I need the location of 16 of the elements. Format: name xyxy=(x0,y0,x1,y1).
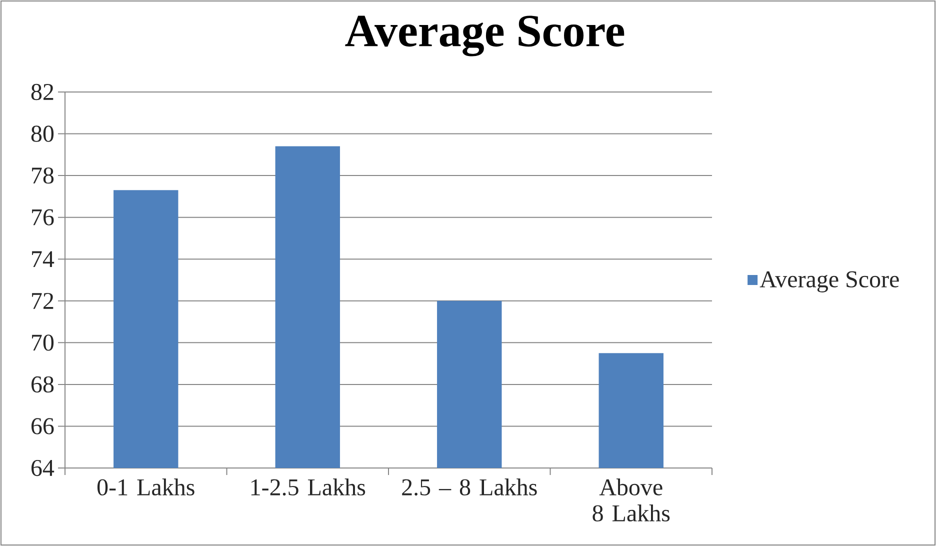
y-tick-label: 68 xyxy=(32,376,54,393)
y-tick-label: 74 xyxy=(32,251,54,268)
x-tick-label: Above 8 Lakhs xyxy=(592,478,670,522)
x-tick-label: 2.5 – 8 Lakhs xyxy=(402,478,537,496)
y-tick-label: 64 xyxy=(32,460,54,476)
y-tick-label: 76 xyxy=(32,209,54,226)
y-tick-label: 66 xyxy=(32,418,54,434)
chart-title: Average Score xyxy=(345,16,624,56)
y-tick-label: 72 xyxy=(32,292,54,309)
y-tick-label: 78 xyxy=(32,167,54,184)
y-tick-label: 70 xyxy=(32,334,54,351)
y-tick-label: 80 xyxy=(31,126,54,142)
legend-label: Average Score xyxy=(760,271,899,292)
y-tick-label: 82 xyxy=(31,84,54,100)
x-tick-label: 1-2.5 Lakhs xyxy=(251,478,366,496)
x-tick-label: 0-1 Lakhs xyxy=(97,478,194,496)
